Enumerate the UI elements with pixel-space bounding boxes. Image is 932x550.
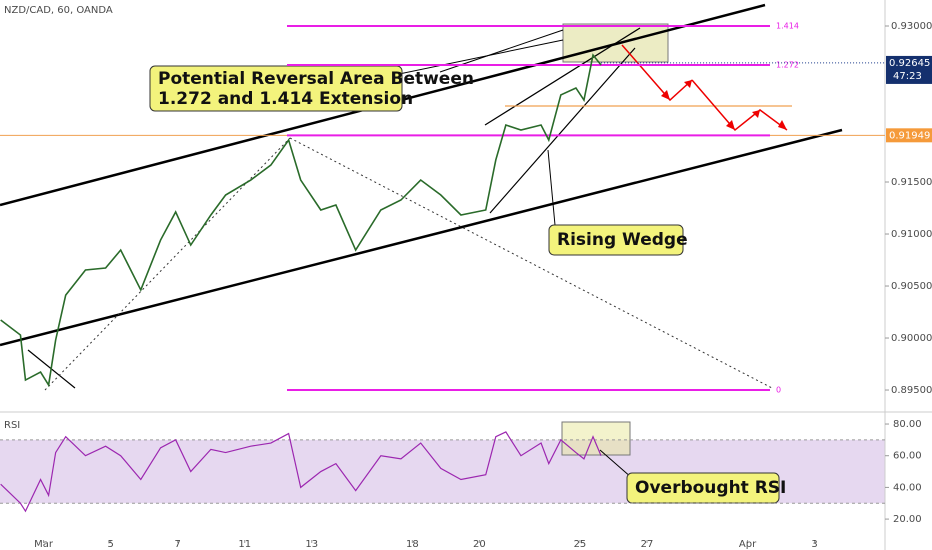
y-tick-label: 0.91500 [891,177,932,188]
x-tick-label: 11 [238,539,251,550]
fib-label: 0 [776,386,781,395]
x-tick-label: 27 [641,539,654,550]
x-tick-label: 20 [473,539,486,550]
annotation-box [149,65,403,112]
rsi-zone [561,421,631,456]
dotted-lines [44,137,773,391]
x-tick-label: 7 [174,539,180,550]
x-tick-label: 5 [107,539,113,550]
y2-tick-label: 40.00 [893,482,922,493]
x-tick-label: 13 [305,539,318,550]
countdown-label: 47:23 [893,71,922,82]
chart-title: NZD/CAD, 60, OANDA [4,5,113,16]
y2-tick-label: 80.00 [893,419,922,430]
y-tick-label: 0.89500 [891,385,932,396]
y2-tick-label: 20.00 [893,514,922,525]
last-price-label: 0.92645 [889,58,930,69]
annotation: Overbought RSI [635,478,786,498]
callout-line [547,149,556,226]
level-price-box [886,128,932,143]
annotation: 1.272 and 1.414 Extension [158,89,413,109]
y2-tick-label: 60.00 [893,451,922,462]
fib-label: 1.272 [776,61,799,70]
rsi-title: RSI [4,420,20,431]
rsi-line [0,431,602,513]
x-tick-label: Apr [739,539,757,550]
last-price-box [886,55,932,84]
level-price-label: 0.91949 [889,130,930,141]
fib-label: 1.414 [776,22,799,31]
callout-line [599,449,633,479]
projection-arrow [691,79,788,132]
annotation: Potential Reversal Area Between [158,69,474,89]
arrowheads [661,80,787,130]
y-tick-label: 0.90500 [891,281,932,292]
x-tick-label: Mar [34,539,54,550]
x-tick-label: 25 [574,539,587,550]
x-tick-label: 3 [811,539,817,550]
annotation: Rising Wedge [557,230,688,250]
price-line [0,53,602,388]
y-tick-label: 0.91000 [891,229,932,240]
x-tick-label: 18 [406,539,419,550]
annotation-box [548,224,684,256]
y-tick-label: 0.93000 [891,21,932,32]
y-tick-label: 0.90000 [891,333,932,344]
callout-line [379,39,564,79]
